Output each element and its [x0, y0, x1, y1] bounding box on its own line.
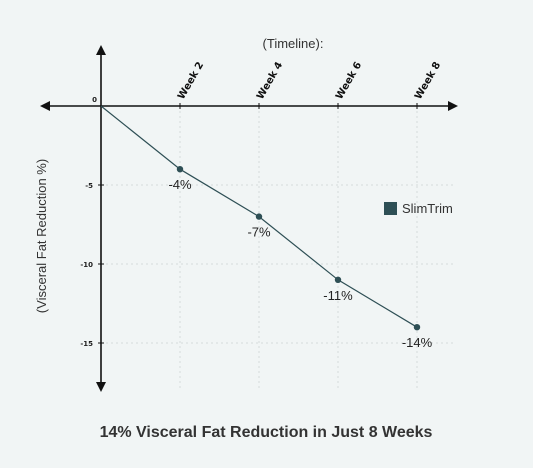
- series: [100, 105, 421, 331]
- y-axis-title: (Visceral Fat Reduction %): [34, 159, 49, 313]
- legend: SlimTrim: [384, 201, 453, 216]
- origin-label: 0: [92, 96, 97, 104]
- y-tick-label: -5: [85, 182, 93, 190]
- chart-title: 14% Visceral Fat Reduction in Just 8 Wee…: [100, 424, 433, 441]
- x-axis-title: (Timeline):: [263, 36, 324, 51]
- data-labels: -4% -7% -11% -14%: [168, 177, 432, 350]
- y-tick-label: -10: [80, 261, 93, 269]
- y-axis-arrow-up: [96, 45, 106, 55]
- x-tick-label: Week 6: [334, 60, 364, 101]
- data-label: -11%: [323, 288, 353, 303]
- data-point: [334, 276, 342, 283]
- x-axis-arrow-left: [40, 101, 50, 111]
- data-point: [176, 166, 184, 173]
- x-tick-label: Week 4: [255, 60, 285, 101]
- data-label: -4%: [168, 177, 192, 192]
- data-point: [255, 213, 263, 220]
- data-label: -7%: [247, 225, 271, 240]
- x-axis-arrow-right: [448, 101, 458, 111]
- x-tick-label: Week 8: [413, 60, 443, 101]
- data-label: -14%: [402, 335, 433, 350]
- legend-swatch: [384, 202, 397, 215]
- legend-label: SlimTrim: [402, 201, 453, 216]
- grid: [101, 106, 455, 390]
- y-axis-arrow-down: [96, 382, 106, 392]
- y-tick-label: -15: [80, 340, 93, 348]
- axes: [40, 45, 458, 392]
- data-point: [413, 324, 421, 331]
- x-tick-label: Week 2: [176, 60, 206, 101]
